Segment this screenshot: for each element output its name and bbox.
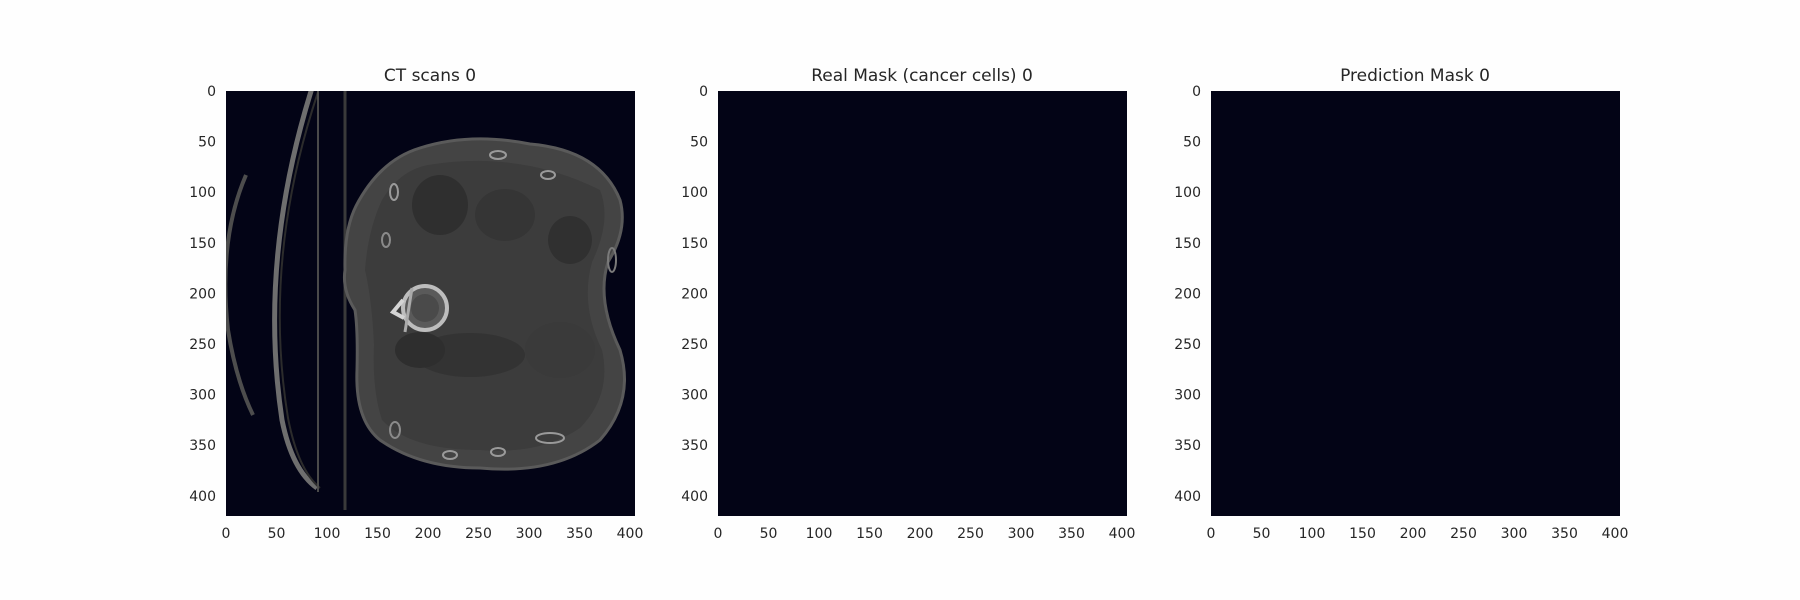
- y-tick-label: 400: [189, 489, 216, 505]
- y-tick-label: 300: [189, 388, 216, 404]
- y-tick-label: 50: [690, 135, 708, 151]
- x-tick-label: 100: [1299, 526, 1326, 542]
- y-tick-label: 350: [1174, 438, 1201, 454]
- x-tick-label: 200: [1400, 526, 1427, 542]
- prediction-mask-title: Prediction Mask 0: [1340, 66, 1490, 86]
- x-tick-label: 150: [856, 526, 883, 542]
- y-tick-label: 400: [681, 489, 708, 505]
- y-tick-label: 250: [681, 337, 708, 353]
- y-tick-label: 300: [681, 388, 708, 404]
- x-tick-label: 50: [268, 526, 286, 542]
- x-tick-label: 350: [1058, 526, 1085, 542]
- y-tick-label: 50: [1183, 135, 1201, 151]
- x-tick-label: 0: [222, 526, 231, 542]
- y-tick-label: 150: [189, 236, 216, 252]
- x-tick-label: 250: [957, 526, 984, 542]
- x-tick-label: 400: [1109, 526, 1136, 542]
- x-tick-label: 200: [907, 526, 934, 542]
- y-tick-label: 0: [207, 84, 216, 100]
- y-tick-label: 0: [1192, 84, 1201, 100]
- y-tick-label: 150: [681, 236, 708, 252]
- prediction-mask-panel: [1211, 91, 1620, 516]
- y-tick-label: 150: [1174, 236, 1201, 252]
- x-tick-label: 300: [516, 526, 543, 542]
- y-tick-label: 350: [189, 438, 216, 454]
- y-tick-label: 250: [1174, 337, 1201, 353]
- x-tick-label: 50: [1253, 526, 1271, 542]
- x-tick-label: 200: [415, 526, 442, 542]
- real-mask-panel: [718, 91, 1127, 516]
- y-tick-label: 200: [189, 286, 216, 302]
- y-tick-label: 350: [681, 438, 708, 454]
- x-tick-label: 150: [1349, 526, 1376, 542]
- ct-scan-image: [226, 91, 626, 510]
- y-tick-label: 100: [1174, 185, 1201, 201]
- y-tick-label: 0: [699, 84, 708, 100]
- x-tick-label: 400: [1602, 526, 1629, 542]
- y-tick-label: 200: [681, 286, 708, 302]
- prediction-mask-image: [1211, 91, 1620, 516]
- x-tick-label: 0: [1207, 526, 1216, 542]
- x-tick-label: 0: [714, 526, 723, 542]
- x-tick-label: 250: [465, 526, 492, 542]
- real-mask-title: Real Mask (cancer cells) 0: [811, 66, 1033, 86]
- y-tick-label: 200: [1174, 286, 1201, 302]
- x-tick-label: 400: [617, 526, 644, 542]
- x-tick-label: 300: [1501, 526, 1528, 542]
- x-tick-label: 300: [1008, 526, 1035, 542]
- x-tick-label: 350: [566, 526, 593, 542]
- y-tick-label: 300: [1174, 388, 1201, 404]
- x-tick-label: 150: [364, 526, 391, 542]
- y-tick-label: 50: [198, 135, 216, 151]
- x-tick-label: 100: [806, 526, 833, 542]
- y-tick-label: 100: [681, 185, 708, 201]
- y-tick-label: 250: [189, 337, 216, 353]
- x-tick-label: 250: [1450, 526, 1477, 542]
- x-tick-label: 100: [314, 526, 341, 542]
- real-mask-image: [718, 91, 1127, 516]
- ct-scan-title: CT scans 0: [384, 66, 476, 86]
- x-tick-label: 50: [760, 526, 778, 542]
- y-tick-label: 100: [189, 185, 216, 201]
- ct-scan-panel: [226, 91, 635, 516]
- x-tick-label: 350: [1551, 526, 1578, 542]
- y-tick-label: 400: [1174, 489, 1201, 505]
